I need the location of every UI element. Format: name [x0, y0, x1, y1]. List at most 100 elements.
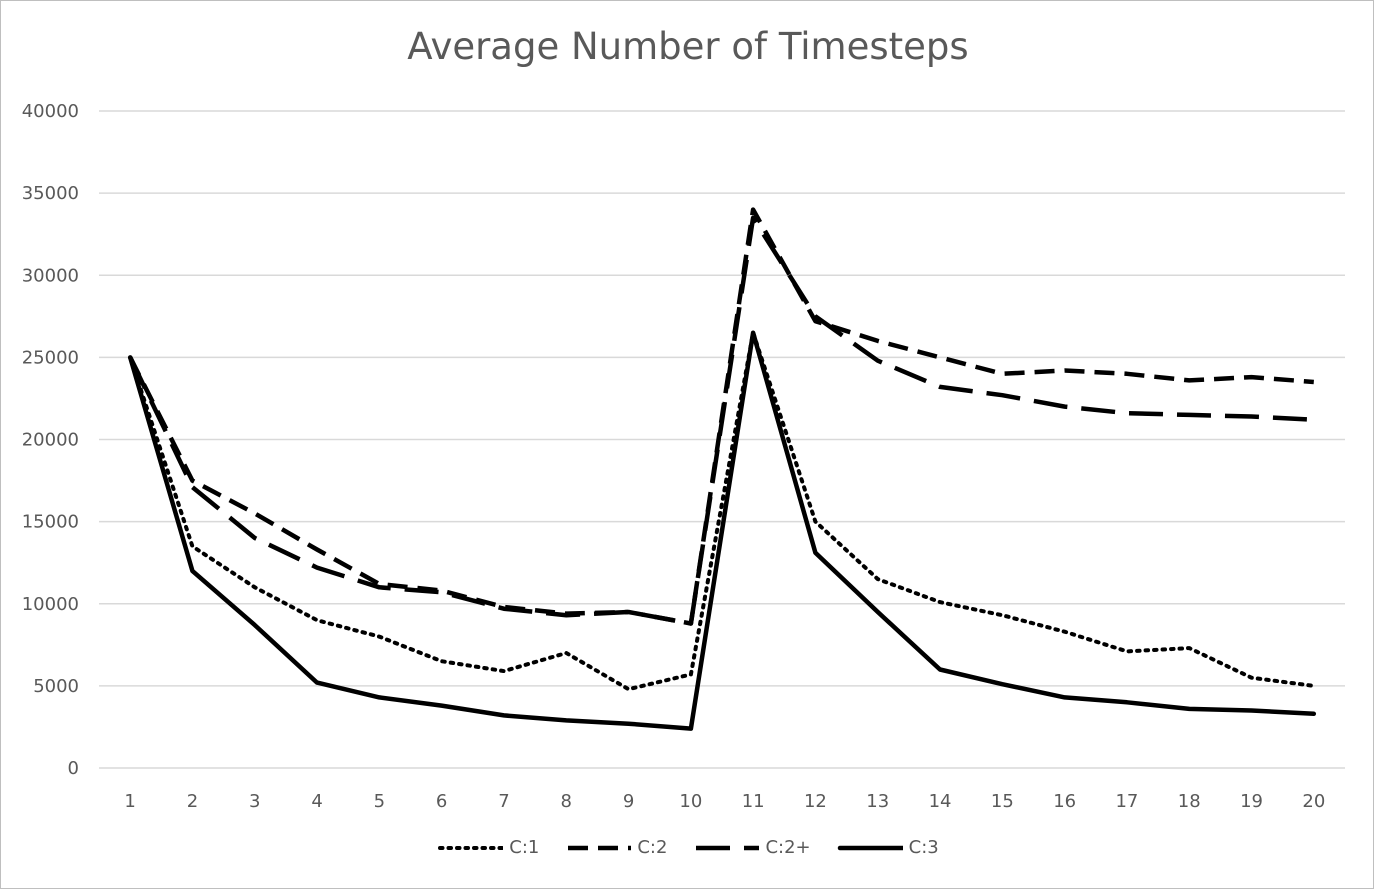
- data-point-c-3: [1313, 713, 1314, 714]
- data-point-c-3: [254, 625, 255, 626]
- y-tick-label: 0: [68, 758, 79, 779]
- data-point-c-2-: [1251, 416, 1252, 417]
- legend-item: C:2+: [693, 837, 811, 858]
- data-point-c-1: [877, 579, 878, 580]
- data-point-c-2-: [1189, 414, 1190, 415]
- data-point-c-2-: [503, 608, 504, 609]
- data-point-c-3: [317, 682, 318, 683]
- data-point-c-1: [1251, 677, 1252, 678]
- x-tick-label: 11: [742, 791, 765, 812]
- data-point-c-2-: [1002, 395, 1003, 396]
- data-point-c-2-: [940, 386, 941, 387]
- data-point-c-2-: [317, 567, 318, 568]
- data-point-c-1: [379, 636, 380, 637]
- data-point-c-1: [192, 546, 193, 547]
- data-point-c-2: [254, 513, 255, 514]
- data-point-c-1: [317, 620, 318, 621]
- data-point-c-1: [441, 661, 442, 662]
- x-tick-label: 20: [1302, 791, 1325, 812]
- x-tick-label: 2: [187, 791, 198, 812]
- x-tick-label: 9: [623, 791, 634, 812]
- data-point-c-3: [1002, 684, 1003, 685]
- series-line-c-2-: [128, 215, 1314, 626]
- data-point-c-2-: [877, 360, 878, 361]
- data-point-c-1: [1189, 648, 1190, 649]
- series-line-c-1: [128, 330, 1316, 692]
- legend-swatch: [837, 845, 903, 850]
- data-point-c-3: [690, 728, 691, 729]
- data-point-c-1: [254, 587, 255, 588]
- data-point-c-3: [877, 611, 878, 612]
- legend-item: C:1: [437, 837, 539, 858]
- legend-label: C:2+: [765, 837, 811, 858]
- data-point-c-3: [815, 552, 816, 553]
- x-tick-label: 16: [1053, 791, 1076, 812]
- x-tick-label: 6: [436, 791, 447, 812]
- data-point-c-3: [1064, 697, 1065, 698]
- data-point-c-3: [1251, 710, 1252, 711]
- x-tick-label: 10: [679, 791, 702, 812]
- legend-label: C:1: [509, 837, 540, 858]
- data-point-c-2: [1251, 377, 1252, 378]
- series-line-c-3: [127, 330, 1317, 731]
- legend-swatch: [568, 845, 632, 850]
- data-point-c-3: [130, 357, 131, 358]
- data-point-c-2: [1313, 382, 1314, 383]
- data-point-c-3: [566, 720, 567, 721]
- x-tick-label: 4: [311, 791, 322, 812]
- data-point-c-2-: [192, 487, 193, 488]
- data-point-c-1: [690, 674, 691, 675]
- data-point-c-3: [503, 715, 504, 716]
- x-tick-label: 8: [561, 791, 572, 812]
- data-point-c-3: [940, 669, 941, 670]
- x-tick-label: 13: [866, 791, 889, 812]
- data-point-c-2: [815, 321, 816, 322]
- data-point-c-2-: [1064, 406, 1065, 407]
- data-point-c-1: [566, 653, 567, 654]
- data-point-c-2-: [1313, 419, 1314, 420]
- data-point-c-2: [317, 549, 318, 550]
- data-point-c-1: [1064, 631, 1065, 632]
- y-tick-label: 35000: [22, 183, 79, 204]
- x-tick-label: 14: [929, 791, 952, 812]
- data-point-c-1: [1126, 651, 1127, 652]
- data-point-c-2: [940, 357, 941, 358]
- data-point-c-2: [1189, 380, 1190, 381]
- data-point-c-3: [441, 705, 442, 706]
- x-tick-label: 18: [1178, 791, 1201, 812]
- x-tick-label: 12: [804, 791, 827, 812]
- data-point-c-3: [192, 570, 193, 571]
- y-tick-label: 30000: [22, 265, 79, 286]
- data-point-c-2: [379, 584, 380, 585]
- data-point-c-3: [628, 723, 629, 724]
- y-tick-label: 5000: [33, 676, 79, 697]
- x-tick-label: 15: [991, 791, 1014, 812]
- data-point-c-3: [1189, 708, 1190, 709]
- data-point-c-2-: [441, 592, 442, 593]
- y-tick-label: 25000: [22, 347, 79, 368]
- x-tick-label: 1: [124, 791, 135, 812]
- data-point-c-1: [815, 521, 816, 522]
- legend: C:1 C:2 C:2+ C:3: [1, 837, 1374, 858]
- data-point-c-2-: [379, 587, 380, 588]
- legend-item: C:2: [565, 837, 667, 858]
- data-point-c-2: [753, 209, 754, 210]
- y-tick-label: 15000: [22, 512, 79, 533]
- data-point-c-1: [1002, 615, 1003, 616]
- x-tick-label: 7: [498, 791, 509, 812]
- x-tick-label: 19: [1240, 791, 1263, 812]
- legend-swatch: [696, 845, 760, 850]
- legend-swatch: [438, 845, 504, 850]
- data-point-c-2-: [566, 615, 567, 616]
- data-point-c-2-: [815, 316, 816, 317]
- y-tick-label: 40000: [22, 101, 79, 122]
- data-point-c-2: [877, 340, 878, 341]
- data-point-c-2: [1064, 370, 1065, 371]
- data-point-c-2-: [254, 538, 255, 539]
- chart-title: Average Number of Timesteps: [407, 25, 969, 68]
- legend-label: C:3: [908, 837, 939, 858]
- data-point-c-3: [379, 697, 380, 698]
- data-point-c-2: [441, 590, 442, 591]
